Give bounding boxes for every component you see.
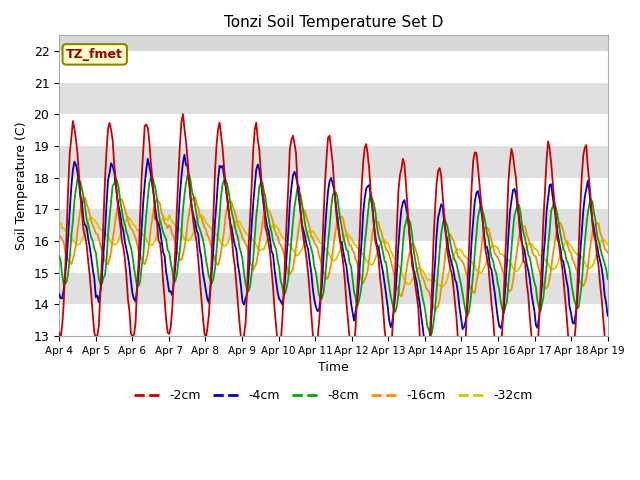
Bar (59, 209, 608, 241)
Bar (59, 178, 608, 209)
Bar (59, 51, 608, 83)
Legend: -2cm, -4cm, -8cm, -16cm, -32cm: -2cm, -4cm, -8cm, -16cm, -32cm (129, 384, 538, 408)
X-axis label: Time: Time (318, 361, 349, 374)
Title: Tonzi Soil Temperature Set D: Tonzi Soil Temperature Set D (224, 15, 443, 30)
Bar (59, 114, 608, 146)
Bar (59, 241, 608, 273)
Bar (59, 304, 608, 336)
Bar (59, 83, 608, 114)
Bar (59, 146, 608, 178)
Y-axis label: Soil Temperature (C): Soil Temperature (C) (15, 121, 28, 250)
Bar (59, 273, 608, 304)
Text: TZ_fmet: TZ_fmet (67, 48, 123, 61)
